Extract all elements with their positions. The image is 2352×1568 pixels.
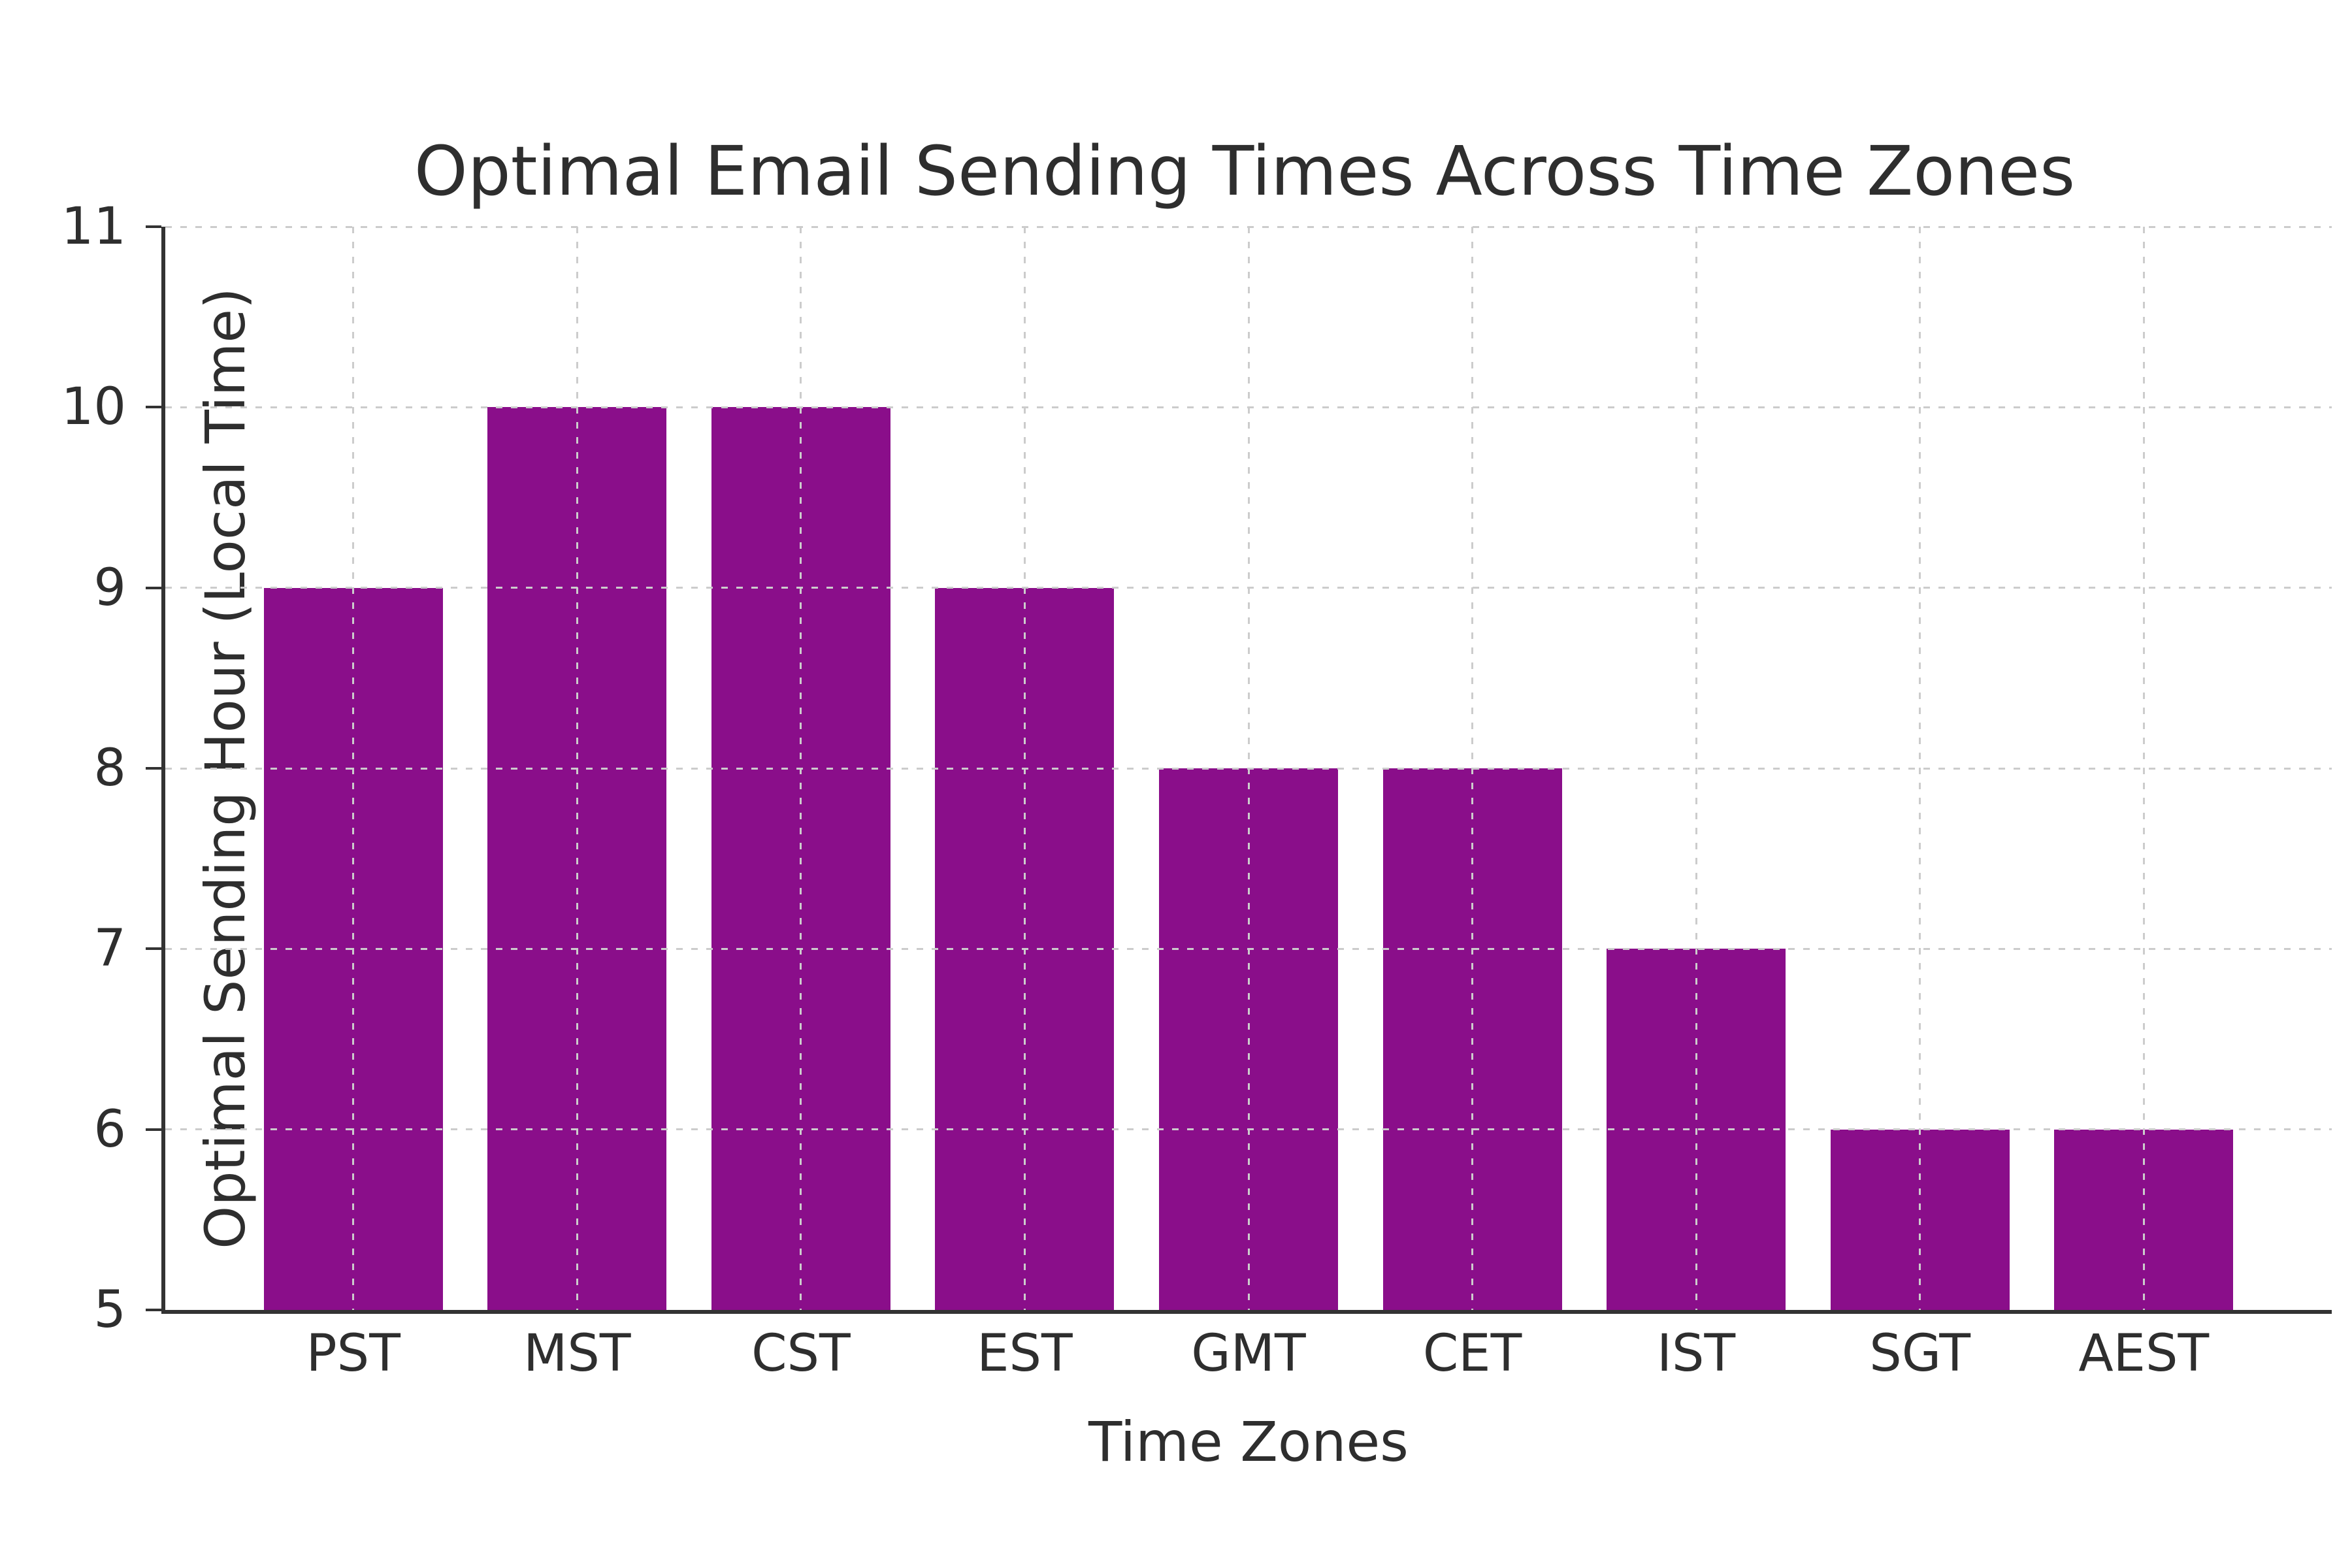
y-tick-label-8: 8 <box>93 739 126 798</box>
y-tick-mark-9 <box>146 586 161 589</box>
y-tick-label-11: 11 <box>61 197 126 256</box>
x-axis-label: Time Zones <box>1088 1410 1409 1474</box>
v-gridline-mst <box>576 227 578 1310</box>
y-tick-label-10: 10 <box>61 378 126 437</box>
x-tick-label-ist: IST <box>1657 1324 1736 1383</box>
v-gridline-pst <box>352 227 355 1310</box>
y-tick-label-7: 7 <box>93 919 126 979</box>
x-tick-label-pst: PST <box>306 1324 400 1383</box>
v-gridline-gmt <box>1247 227 1250 1310</box>
y-tick-mark-6 <box>146 1128 161 1131</box>
y-tick-mark-7 <box>146 947 161 951</box>
v-gridline-cst <box>800 227 802 1310</box>
v-gridline-cet <box>1471 227 1474 1310</box>
x-tick-label-cet: CET <box>1422 1324 1522 1383</box>
v-gridline-est <box>1023 227 1026 1310</box>
y-tick-mark-8 <box>146 767 161 770</box>
x-tick-label-mst: MST <box>523 1324 631 1383</box>
v-gridline-ist <box>1695 227 1697 1310</box>
v-gridline-aest <box>2142 227 2145 1310</box>
y-tick-label-6: 6 <box>93 1100 126 1159</box>
y-tick-label-5: 5 <box>93 1281 126 1339</box>
chart-title: Optimal Email Sending Times Across Time … <box>414 131 2076 211</box>
y-tick-mark-10 <box>146 406 161 409</box>
x-tick-label-sgt: SGT <box>1869 1324 1971 1383</box>
y-tick-mark-5 <box>146 1309 161 1311</box>
x-tick-label-gmt: GMT <box>1191 1324 1306 1383</box>
x-tick-label-est: EST <box>977 1324 1073 1383</box>
plot-area: Optimal Sending Hour (Local Time) Time Z… <box>61 201 2332 1469</box>
v-gridline-sgt <box>1919 227 1921 1310</box>
x-tick-label-aest: AEST <box>2078 1324 2210 1383</box>
y-tick-mark-11 <box>146 225 161 228</box>
y-tick-label-9: 9 <box>93 558 126 617</box>
x-tick-label-cst: CST <box>751 1324 851 1383</box>
